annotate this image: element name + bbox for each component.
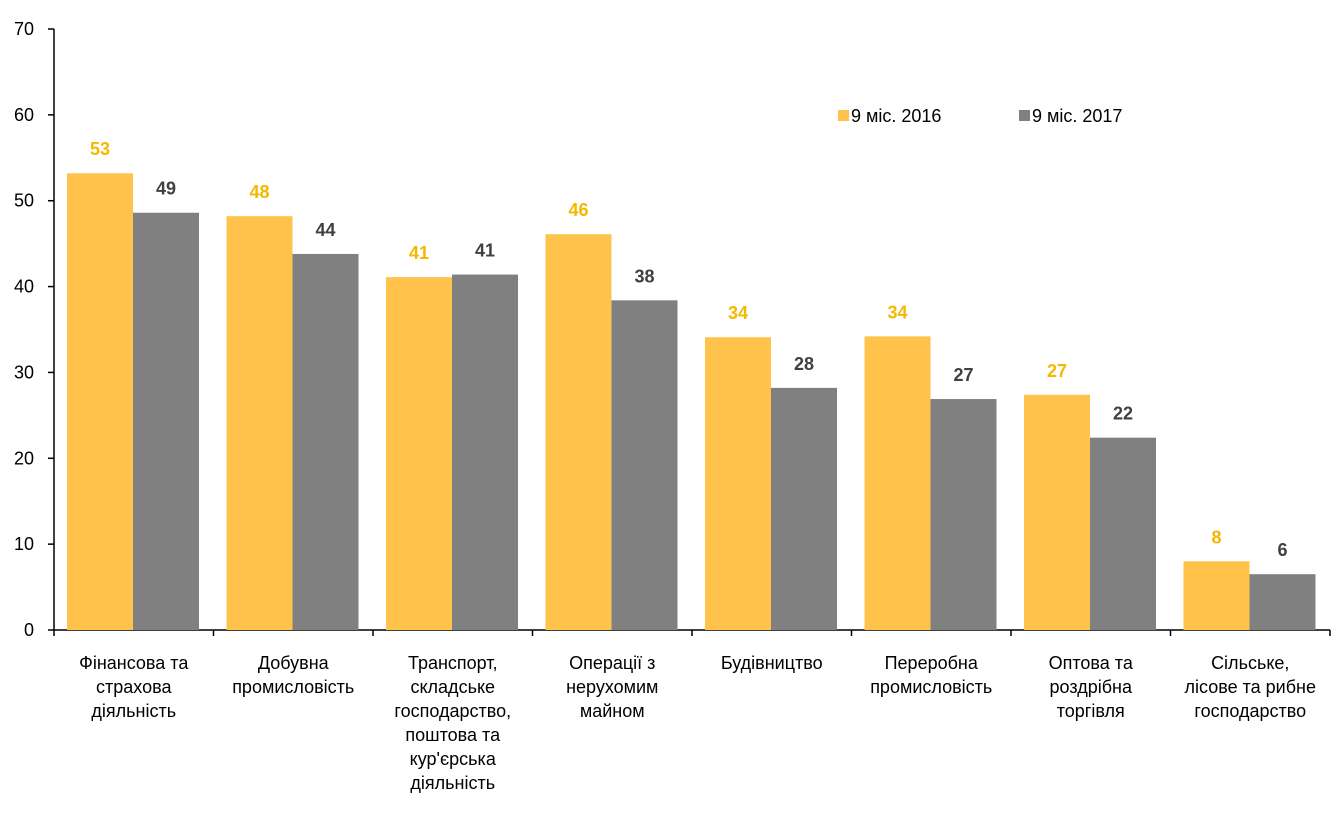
value-labels: 53 48 41 46 34 34 27 8 49 44 41 38 28 27 22 6 <box>90 139 1288 560</box>
bar-2017 <box>930 399 997 630</box>
data-label: 34 <box>728 303 748 323</box>
category-label-line: Операції з <box>569 653 655 673</box>
bar-2016 <box>386 277 452 630</box>
category-label-line: страхова <box>96 677 172 697</box>
data-label: 53 <box>90 139 110 159</box>
bar-2017 <box>771 387 837 630</box>
category-label-line: Будівництво <box>721 653 823 673</box>
bar-2017 <box>133 212 199 630</box>
bar-2016 <box>1183 561 1250 630</box>
category-label: Сільське, лісове та рибне господарство <box>1185 653 1316 721</box>
bar-2016 <box>67 173 133 631</box>
y-tick-label: 70 <box>14 19 34 39</box>
bar-2016 <box>705 337 771 630</box>
bar-2017 <box>292 253 359 630</box>
legend: 9 міс. 2016 9 міс. 2017 <box>838 106 1122 126</box>
category-label-line: діяльність <box>91 701 176 721</box>
category-label-line: Переробна <box>885 653 979 673</box>
y-tick-label: 40 <box>14 277 34 297</box>
category-label: Транспорт, складське господарство, поштова … <box>394 653 511 793</box>
bar-2016 <box>1024 394 1090 630</box>
category-label-line: Оптова та <box>1049 653 1134 673</box>
category-label: Фінансова та страхова діяльність <box>79 653 189 721</box>
category-label-line: господарство, <box>394 701 511 721</box>
category-label-line: торгівля <box>1057 701 1125 721</box>
data-label: 49 <box>156 179 176 199</box>
data-label: 48 <box>249 182 269 202</box>
bar-2017 <box>611 300 678 630</box>
category-labels: Фінансова та страхова діяльність Добувна про… <box>79 653 1316 793</box>
category-label: Добувна промисловість <box>232 653 354 697</box>
category-label-line: складське <box>410 677 495 697</box>
category-label-line: кур'єрська <box>410 749 497 769</box>
category-label: Переробна промисловість <box>870 653 992 697</box>
data-label: 22 <box>1113 404 1133 424</box>
x-axis <box>53 629 1331 636</box>
bars <box>67 173 1316 631</box>
y-tick-label: 30 <box>14 362 34 382</box>
data-label: 6 <box>1277 540 1287 560</box>
category-label: Будівництво <box>721 653 823 673</box>
legend-swatch <box>838 110 849 121</box>
category-label-line: діяльність <box>410 773 495 793</box>
data-label: 27 <box>953 365 973 385</box>
bar-2016 <box>545 234 612 630</box>
category-label-line: Добувна <box>258 653 330 673</box>
category-label-line: лісове та рибне <box>1185 677 1316 697</box>
category-label-line: роздрібна <box>1050 677 1133 697</box>
data-label: 41 <box>475 241 495 261</box>
category-label-line: промисловість <box>232 677 354 697</box>
data-label: 38 <box>634 266 654 286</box>
data-label: 8 <box>1211 527 1221 547</box>
y-tick-label: 60 <box>14 105 34 125</box>
data-label: 34 <box>887 302 907 322</box>
data-label: 44 <box>315 220 335 240</box>
bar-2017 <box>1090 437 1156 630</box>
data-label: 41 <box>409 243 429 263</box>
y-tick-label: 50 <box>14 191 34 211</box>
category-label-line: промисловість <box>870 677 992 697</box>
bar-2016 <box>226 216 293 630</box>
category-label: Операції з нерухомим майном <box>566 653 658 721</box>
y-tick-label: 0 <box>24 620 34 640</box>
legend-label: 9 міс. 2016 <box>851 106 941 126</box>
category-label-line: Фінансова та <box>79 653 189 673</box>
y-tick-label: 10 <box>14 534 34 554</box>
category-label: Оптова та роздрібна торгівля <box>1049 653 1134 721</box>
category-label-line: нерухомим <box>566 677 658 697</box>
y-tick-label: 20 <box>14 448 34 468</box>
data-label: 27 <box>1047 361 1067 381</box>
category-label-line: Сільське, <box>1211 653 1289 673</box>
y-axis: 0 10 20 30 40 50 60 70 <box>14 19 55 640</box>
bar-2017 <box>1249 574 1316 630</box>
bar-2017 <box>452 274 518 630</box>
legend-swatch <box>1019 110 1030 121</box>
category-label-line: майном <box>580 701 645 721</box>
category-label-line: поштова та <box>405 725 501 745</box>
legend-label: 9 міс. 2017 <box>1032 106 1122 126</box>
data-label: 46 <box>568 200 588 220</box>
data-label: 28 <box>794 354 814 374</box>
category-label-line: господарство <box>1194 701 1306 721</box>
bar-2016 <box>864 336 931 630</box>
category-label-line: Транспорт, <box>408 653 498 673</box>
